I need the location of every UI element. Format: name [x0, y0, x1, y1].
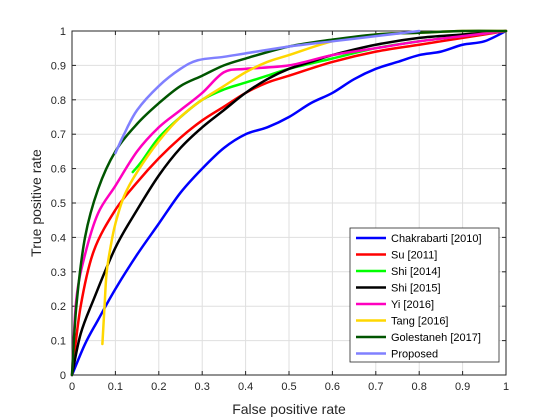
x-axis-label: False positive rate — [232, 401, 346, 417]
y-tick-label: 0.5 — [51, 198, 66, 210]
y-tick-label: 0.7 — [51, 129, 66, 141]
y-axis-label: True positive rate — [28, 149, 44, 257]
y-tick-label: 0.4 — [51, 232, 66, 244]
series-lines — [70, 29, 508, 377]
x-tick-label: 0.7 — [368, 381, 383, 393]
legend-entry: Yi [2016] — [391, 299, 434, 311]
y-tick-label: 0.1 — [51, 336, 66, 348]
legend-entry: Shi [2015] — [391, 283, 441, 295]
x-tick-label: 0.4 — [238, 381, 253, 393]
x-tick-label: 0.6 — [325, 381, 340, 393]
x-tick-label: 0.1 — [108, 381, 123, 393]
series-line-shi-2015 — [70, 29, 508, 377]
legend-entry: Chakrabarti [2010] — [391, 233, 482, 245]
series-line-shi-2014 — [131, 29, 508, 174]
y-tick-label: 0.6 — [51, 164, 66, 176]
x-tick-label: 0.5 — [281, 381, 296, 393]
y-axis-ticks: 0 0.1 0.2 0.3 0.4 0.5 0.6 0.7 0.8 0.9 1 — [51, 26, 506, 382]
y-tick-label: 0.2 — [51, 301, 66, 313]
x-tick-label: 1 — [503, 381, 509, 393]
y-tick-label: 0.3 — [51, 267, 66, 279]
y-tick-label: 0 — [60, 370, 66, 382]
series-line-su-2011 — [70, 29, 508, 377]
legend-box — [349, 227, 500, 363]
series-line-yi-2016 — [70, 29, 508, 377]
x-tick-label: 0.3 — [195, 381, 210, 393]
series-line-proposed — [114, 29, 421, 155]
legend: Chakrabarti [2010] Su [2011] Shi [2014] Shi… — [349, 227, 500, 363]
legend-entry: Tang [2016] — [391, 316, 449, 328]
x-tick-label: 0 — [69, 381, 75, 393]
legend-entry: Su [2011] — [391, 250, 437, 262]
y-tick-label: 1 — [60, 26, 66, 38]
y-tick-label: 0.8 — [51, 95, 66, 107]
x-tick-label: 0.9 — [455, 381, 470, 393]
legend-entry: Proposed — [391, 349, 438, 361]
x-tick-label: 0.2 — [151, 381, 166, 393]
series-line-chakrabarti-2010 — [70, 29, 508, 377]
x-tick-label: 0.8 — [412, 381, 427, 393]
legend-entry: Shi [2014] — [391, 266, 441, 278]
x-axis-ticks: 0 0.1 0.2 0.3 0.4 0.5 0.6 0.7 0.8 0.9 1 — [69, 31, 509, 393]
y-tick-label: 0.9 — [51, 60, 66, 72]
legend-entry: Golestaneh [2017] — [391, 332, 481, 344]
